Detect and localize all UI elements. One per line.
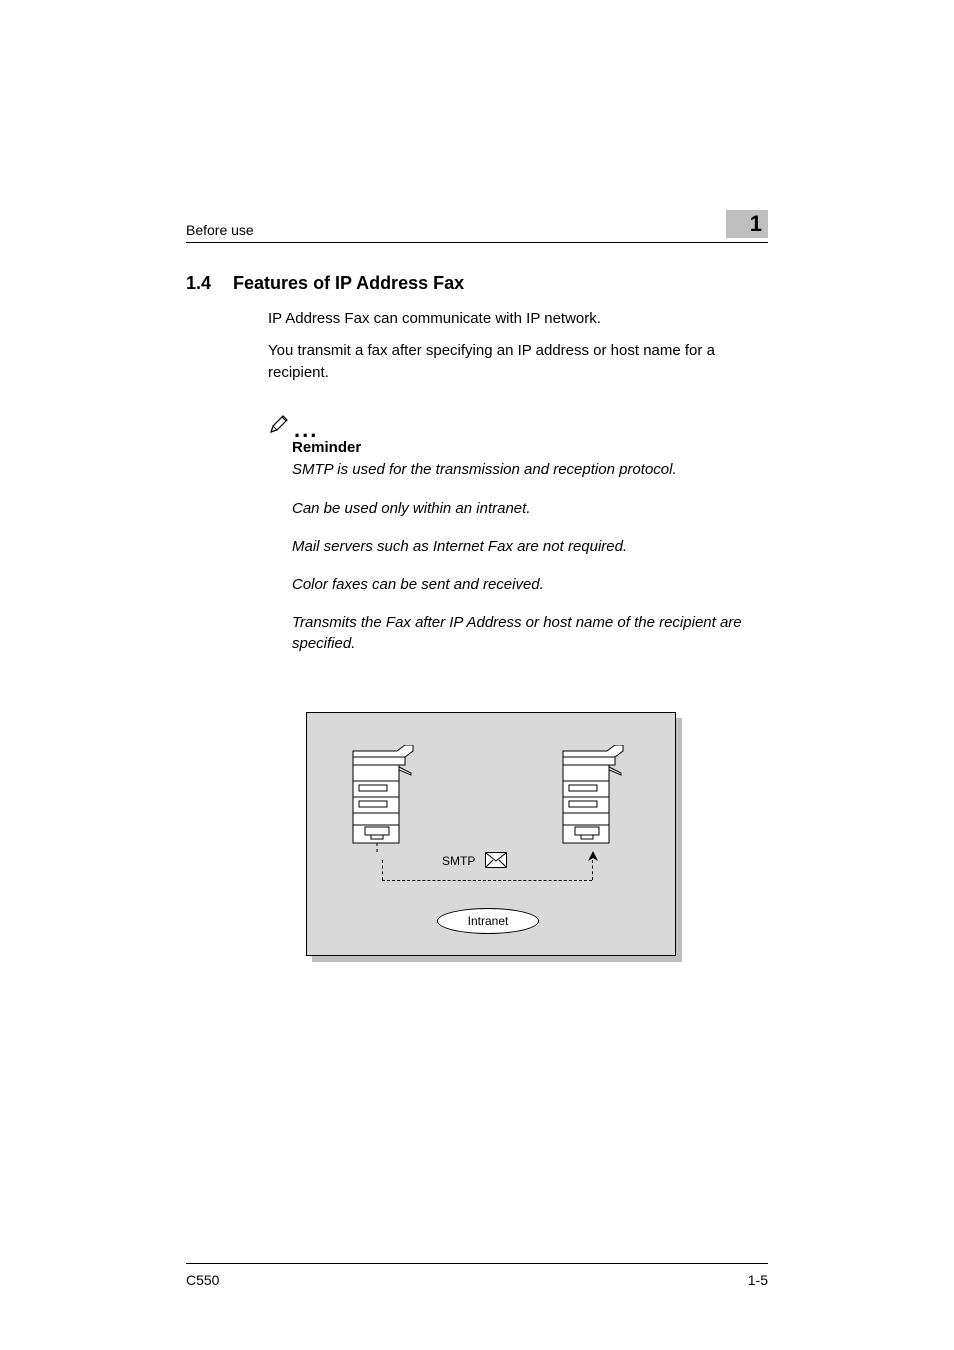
reminder-line: Mail servers such as Internet Fax are no…	[292, 537, 768, 557]
arrow-up-icon	[587, 851, 599, 863]
dashed-connector-right	[592, 860, 593, 880]
header-rule	[186, 242, 768, 243]
pencil-icon	[268, 413, 290, 435]
page-header: Before use 1	[186, 210, 768, 238]
intranet-oval: Intranet	[437, 908, 539, 934]
dashed-connector	[382, 880, 592, 881]
section-number: 1.4	[186, 273, 211, 294]
reminder-line: SMTP is used for the transmission and re…	[292, 460, 768, 480]
reminder-line: Color faxes can be sent and received.	[292, 575, 768, 595]
page-footer: C550 1-5	[186, 1263, 768, 1288]
body-paragraph: IP Address Fax can communicate with IP n…	[268, 308, 768, 330]
page: Before use 1 1.4 Features of IP Address …	[0, 0, 954, 1350]
section-heading: 1.4 Features of IP Address Fax	[186, 273, 768, 294]
envelope-icon	[485, 852, 507, 868]
intranet-label: Intranet	[468, 914, 509, 928]
diagram: SMTP Intranet	[306, 712, 676, 956]
footer-model: C550	[186, 1272, 219, 1288]
reminder-line: Transmits the Fax after IP Address or ho…	[292, 613, 768, 654]
running-head: Before use	[186, 222, 254, 238]
dashed-connector-left	[382, 860, 383, 880]
section-body: IP Address Fax can communicate with IP n…	[268, 308, 768, 383]
note-marker: ...	[268, 409, 768, 435]
copier-left-icon	[347, 745, 419, 860]
copier-right-icon	[557, 745, 629, 860]
smtp-label: SMTP	[442, 854, 475, 868]
ellipsis-icon: ...	[294, 425, 318, 435]
reminder-heading: Reminder	[292, 439, 768, 456]
diagram-canvas: SMTP Intranet	[306, 712, 676, 956]
footer-page-number: 1-5	[748, 1272, 768, 1288]
reminder-block: Reminder SMTP is used for the transmissi…	[292, 439, 768, 654]
body-paragraph: You transmit a fax after specifying an I…	[268, 340, 768, 384]
section-title: Features of IP Address Fax	[233, 273, 464, 294]
reminder-line: Can be used only within an intranet.	[292, 499, 768, 519]
footer-rule	[186, 1263, 768, 1264]
chapter-number-badge: 1	[726, 210, 768, 238]
